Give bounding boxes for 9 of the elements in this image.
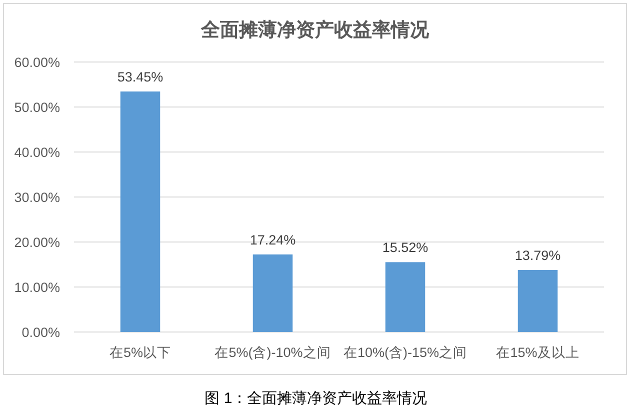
title: 全面摊薄净资产收益率情况 bbox=[201, 20, 429, 41]
ytick: 40.00% bbox=[14, 145, 60, 160]
ytick: 60.00% bbox=[14, 55, 60, 70]
caption: 图 1：全面摊薄净资产收益率情况 bbox=[204, 390, 428, 407]
ytick: 20.00% bbox=[14, 235, 60, 250]
ytick: 50.00% bbox=[14, 100, 60, 115]
ytick: 10.00% bbox=[14, 280, 60, 295]
ytick: 0.00% bbox=[22, 325, 60, 340]
ytick: 30.00% bbox=[14, 190, 60, 205]
